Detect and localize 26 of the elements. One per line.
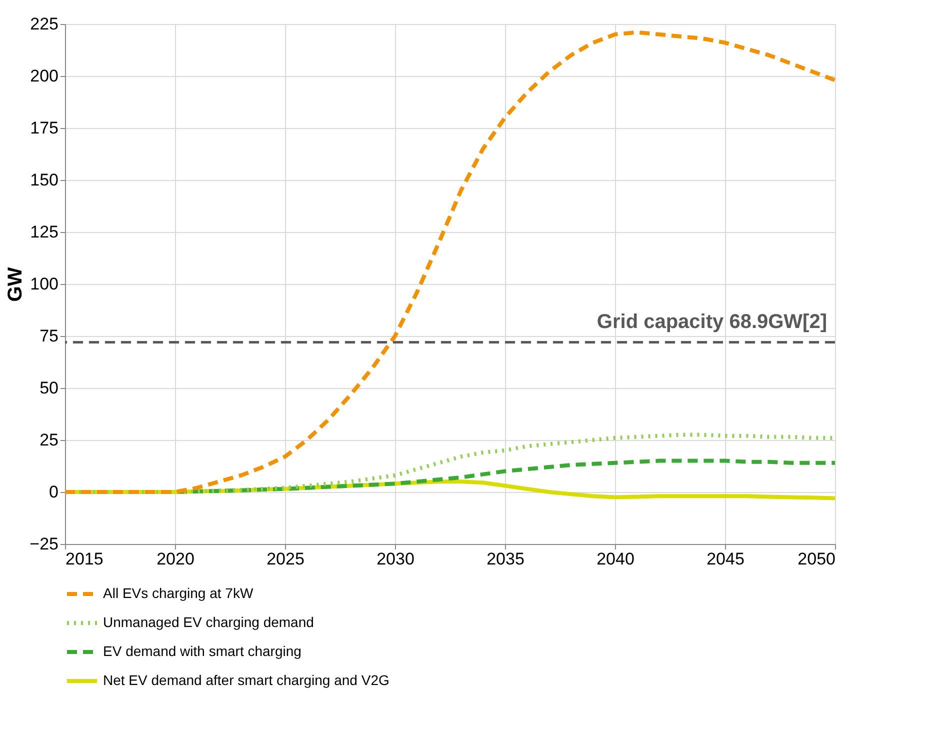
y-tick-label: 75 <box>40 326 58 346</box>
y-tick-label: 0 <box>49 482 58 502</box>
y-tick-label: 225 <box>30 14 58 34</box>
legend-label: EV demand with smart charging <box>103 643 302 659</box>
x-tick-label: 2035 <box>486 550 524 568</box>
y-tick-label: 200 <box>30 66 58 86</box>
legend-label: Net EV demand after smart charging and V2G <box>103 672 390 688</box>
y-tick-label: 100 <box>30 274 58 294</box>
x-tick-label: 2045 <box>706 550 744 568</box>
y-tick-label: 25 <box>40 430 58 450</box>
x-tick-label: 2020 <box>156 550 194 568</box>
y-tick-label: 50 <box>40 378 58 398</box>
x-tick-label: 2040 <box>596 550 634 568</box>
x-tick-label: 2025 <box>266 550 304 568</box>
line-series <box>63 30 837 494</box>
y-tick-label: 150 <box>30 170 58 190</box>
x-tick-label: 2050 <box>798 550 836 568</box>
x-tick-label: 2015 <box>66 550 104 568</box>
y-axis-title: GW <box>4 267 27 302</box>
y-tick-label: 175 <box>30 118 58 138</box>
y-tick-label: 125 <box>30 222 58 242</box>
ref-line-label: Grid capacity 68.9GW[2] <box>596 311 827 334</box>
y-tick-label: −25 <box>30 534 58 554</box>
legend-label: All EVs charging at 7kW <box>103 585 254 601</box>
legend-label: Unmanaged EV charging demand <box>103 614 314 630</box>
x-tick-label: 2030 <box>376 550 414 568</box>
